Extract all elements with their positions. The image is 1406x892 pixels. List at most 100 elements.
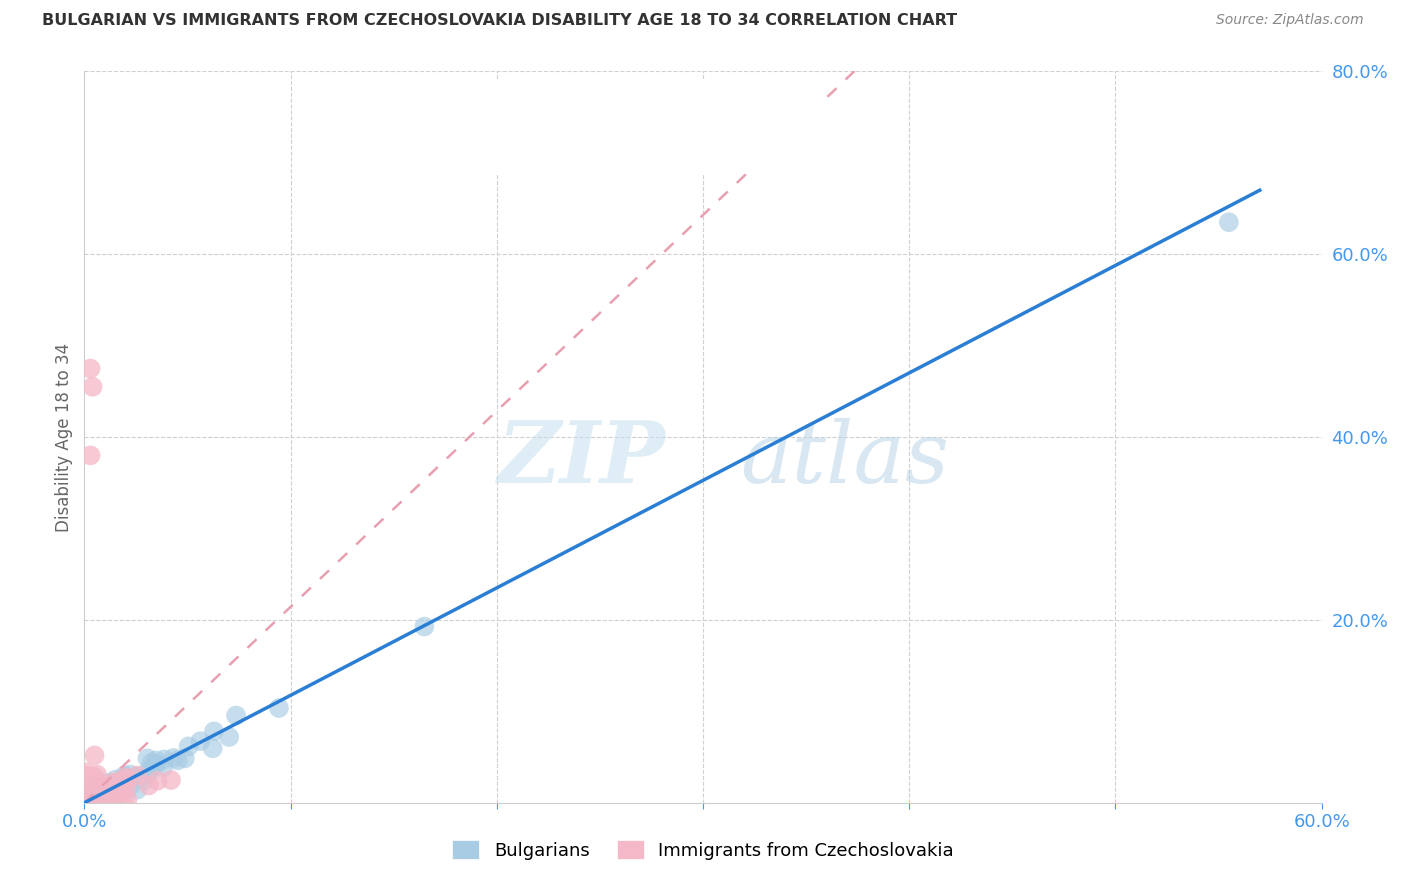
- Point: [83, 770, 105, 784]
- Point: [83, 795, 105, 809]
- Point: [117, 792, 139, 806]
- Point: [80, 785, 103, 799]
- Point: [77, 795, 100, 809]
- Point: [96, 780, 118, 795]
- Point: [87, 779, 110, 793]
- Point: [83, 785, 105, 799]
- Point: [83, 748, 105, 763]
- Point: [83, 795, 105, 809]
- Text: R =: R =: [554, 140, 593, 158]
- Point: [120, 779, 142, 793]
- Point: [93, 786, 115, 800]
- Point: [98, 781, 121, 796]
- Text: R =: R =: [554, 95, 593, 112]
- Point: [127, 768, 149, 782]
- Text: atlas: atlas: [740, 417, 949, 500]
- Text: N =: N =: [699, 95, 740, 112]
- Point: [90, 788, 112, 802]
- Point: [76, 784, 98, 798]
- Legend: Bulgarians, Immigrants from Czechoslovakia: Bulgarians, Immigrants from Czechoslovak…: [446, 833, 960, 867]
- Point: [101, 776, 124, 790]
- Point: [89, 795, 111, 809]
- Point: [110, 778, 132, 792]
- Point: [104, 795, 127, 809]
- Point: [114, 768, 136, 782]
- Point: [141, 756, 163, 770]
- Point: [153, 752, 176, 766]
- Point: [77, 795, 100, 809]
- Point: [82, 795, 104, 809]
- Point: [104, 779, 127, 793]
- Text: 71: 71: [751, 95, 776, 112]
- Point: [103, 780, 125, 795]
- Point: [96, 795, 118, 809]
- Point: [76, 793, 98, 807]
- FancyBboxPatch shape: [467, 77, 828, 176]
- Point: [166, 753, 188, 767]
- Point: [93, 793, 115, 807]
- Point: [177, 739, 200, 754]
- Point: [136, 767, 159, 781]
- Point: [87, 783, 110, 797]
- Point: [87, 790, 110, 805]
- Point: [79, 449, 101, 463]
- Point: [108, 788, 131, 802]
- Point: [115, 780, 138, 795]
- Point: [89, 794, 111, 808]
- Point: [90, 788, 112, 802]
- Text: N =: N =: [699, 140, 740, 158]
- Point: [84, 788, 107, 802]
- Point: [107, 775, 129, 789]
- Point: [101, 778, 124, 792]
- Point: [76, 789, 98, 803]
- Point: [120, 767, 142, 781]
- Point: [201, 741, 224, 756]
- Point: [145, 753, 167, 767]
- Point: [83, 791, 105, 805]
- Point: [75, 768, 97, 782]
- Point: [93, 791, 115, 805]
- Point: [77, 794, 100, 808]
- Point: [86, 792, 108, 806]
- Point: [112, 795, 135, 809]
- Point: [93, 787, 115, 801]
- Y-axis label: Disability Age 18 to 34: Disability Age 18 to 34: [55, 343, 73, 532]
- Point: [138, 779, 160, 793]
- Point: [77, 795, 100, 809]
- Point: [190, 734, 212, 748]
- FancyBboxPatch shape: [485, 86, 540, 121]
- Point: [160, 772, 183, 787]
- Point: [86, 767, 108, 781]
- Point: [108, 780, 131, 795]
- Point: [79, 795, 101, 809]
- Point: [202, 724, 225, 739]
- Point: [80, 779, 103, 793]
- Point: [146, 773, 169, 788]
- Point: [127, 769, 149, 783]
- Point: [152, 760, 174, 774]
- Point: [82, 795, 104, 809]
- Point: [225, 708, 247, 723]
- Point: [173, 751, 195, 765]
- Point: [76, 795, 98, 809]
- Point: [115, 772, 138, 787]
- Point: [79, 780, 101, 794]
- Point: [77, 795, 100, 809]
- Point: [114, 770, 136, 784]
- Point: [89, 780, 111, 794]
- Point: [162, 751, 184, 765]
- Point: [104, 772, 127, 787]
- Point: [127, 782, 149, 797]
- Point: [75, 765, 97, 780]
- Point: [94, 794, 117, 808]
- Point: [103, 788, 125, 802]
- Point: [77, 793, 100, 807]
- Point: [132, 773, 155, 788]
- Point: [218, 730, 240, 744]
- Point: [143, 757, 166, 772]
- Text: BULGARIAN VS IMMIGRANTS FROM CZECHOSLOVAKIA DISABILITY AGE 18 TO 34 CORRELATION : BULGARIAN VS IMMIGRANTS FROM CZECHOSLOVA…: [42, 13, 957, 29]
- Point: [103, 783, 125, 797]
- Point: [91, 781, 114, 796]
- Point: [76, 795, 98, 809]
- Point: [82, 789, 104, 804]
